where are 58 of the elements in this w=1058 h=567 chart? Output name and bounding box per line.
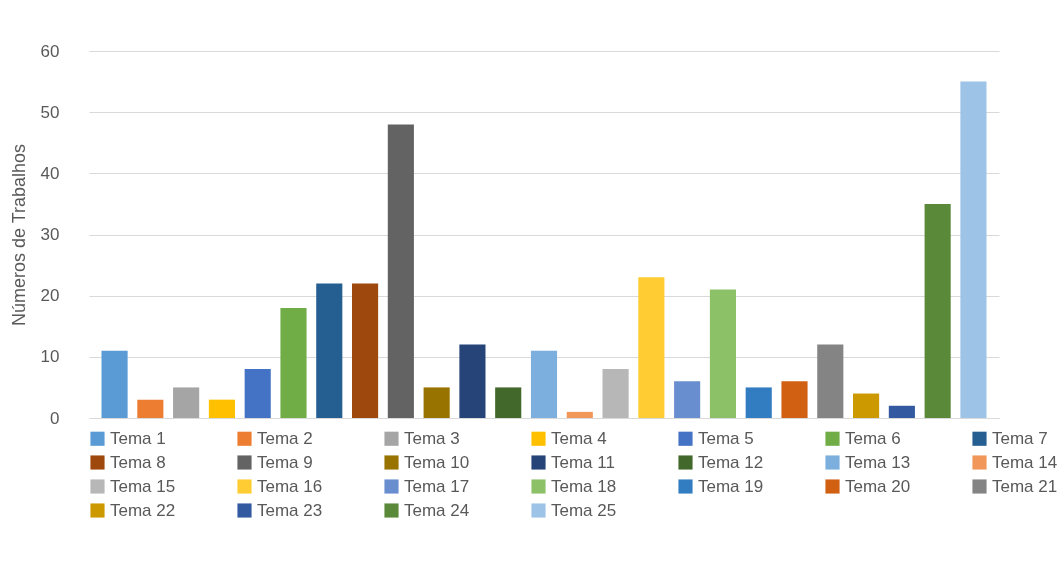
y-tick-label: 50	[40, 102, 60, 122]
bar	[137, 399, 164, 418]
legend-label: Tema 4	[551, 428, 607, 448]
bar	[817, 344, 844, 418]
y-axis-title: Números de Trabalhos	[8, 143, 29, 327]
legend-label: Tema 5	[698, 428, 754, 448]
y-tick-label: 0	[50, 408, 60, 428]
bar	[423, 387, 450, 418]
bar	[888, 405, 915, 418]
bar	[924, 203, 951, 418]
bar	[638, 277, 665, 418]
bar	[495, 387, 522, 418]
y-tick-label: 20	[40, 286, 60, 306]
legend-label: Tema 16	[257, 476, 323, 496]
bar	[173, 387, 200, 418]
legend-label: Tema 19	[698, 476, 764, 496]
legend-label: Tema 8	[110, 452, 166, 472]
bar	[101, 350, 128, 418]
legend-label: Tema 13	[845, 452, 911, 472]
bar	[853, 393, 880, 418]
bar	[709, 289, 736, 418]
bar	[530, 350, 558, 418]
legend-label: Tema 25	[551, 500, 617, 520]
legend-label: Tema 17	[404, 476, 470, 496]
legend-label: Tema 20	[845, 476, 911, 496]
bar	[316, 283, 343, 418]
bar	[387, 124, 414, 418]
y-tick-label: 10	[40, 347, 60, 367]
legend-label: Tema 18	[551, 476, 617, 496]
bar	[602, 369, 629, 418]
legend-label: Tema 12	[698, 452, 764, 472]
bar	[960, 81, 987, 418]
y-tick-label: 40	[40, 163, 60, 183]
bar	[352, 283, 379, 418]
legend-label: Tema 9	[257, 452, 313, 472]
bar	[208, 399, 235, 418]
bar	[781, 381, 808, 418]
legend-label: Tema 23	[257, 500, 323, 520]
legend-label: Tema 11	[551, 452, 615, 472]
legend-label: Tema 21	[992, 476, 1058, 496]
legend-label: Tema 22	[110, 500, 176, 520]
legend-label: Tema 15	[110, 476, 176, 496]
y-tick-label: 30	[40, 225, 60, 244]
bar	[280, 307, 307, 418]
legend-label: Tema 10	[404, 452, 470, 472]
legend-label: Tema 3	[404, 428, 460, 448]
legend-label: Tema 6	[845, 428, 901, 448]
legend-label: Tema 24	[404, 500, 470, 520]
bar	[745, 387, 772, 418]
bar	[244, 369, 271, 418]
legend-label: Tema 2	[257, 428, 313, 448]
legend-label: Tema 1	[110, 428, 166, 448]
bar	[459, 344, 486, 418]
bar	[674, 381, 701, 418]
y-tick-label: 60	[40, 41, 60, 61]
legend-label: Tema 14	[992, 452, 1058, 472]
legend-label: Tema 7	[992, 428, 1048, 448]
bar	[566, 411, 593, 418]
